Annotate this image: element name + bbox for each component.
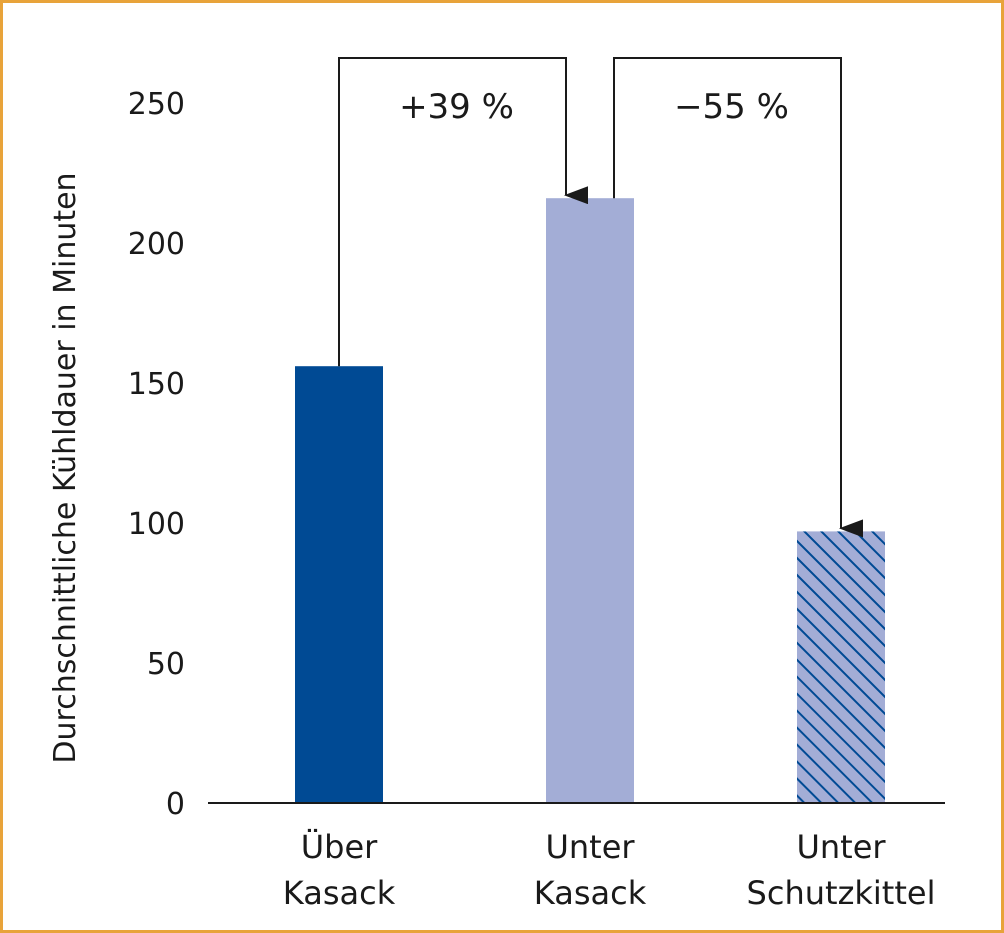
y-ticks: 0 50 100 150 200 250 [128,87,185,822]
y-tick-label: 100 [128,507,185,542]
annotation-arrow [613,57,863,538]
annotation-arrow [338,57,588,367]
category-label: Unter [545,828,635,866]
bars [295,198,885,803]
category-labels: Über Kasack Unter Kasack Unter Schutzkittel [283,828,936,912]
category-label: Über [301,828,378,866]
y-tick-label: 50 [147,647,185,682]
annotation-label: −55 % [674,87,789,127]
bar-1 [546,198,634,803]
category-label: Unter [796,828,886,866]
y-tick-label: 250 [128,87,185,122]
y-axis-label-group: Durchschnittliche Kühldauer in Minuten [48,172,83,763]
bar-0 [295,366,383,803]
annotations: +39 % −55 % [338,57,863,538]
y-axis-label: Durchschnittliche Kühldauer in Minuten [48,172,83,763]
category-label: Schutzkittel [747,874,936,912]
annotation-label: +39 % [399,87,514,127]
bar-2 [797,531,885,803]
bar-chart: Durchschnittliche Kühldauer in Minuten 0… [48,57,945,912]
y-tick-label: 150 [128,367,185,402]
category-label: Kasack [534,874,647,912]
y-tick-label: 0 [166,787,185,822]
y-tick-label: 200 [128,227,185,262]
category-label: Kasack [283,874,396,912]
